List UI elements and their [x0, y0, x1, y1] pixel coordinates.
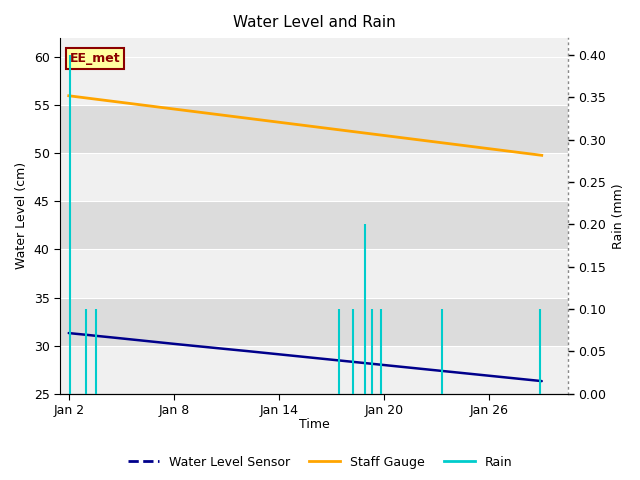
- Bar: [60, 346, 568, 394]
- Bar: [60, 154, 568, 202]
- Bar: [60, 106, 568, 154]
- Y-axis label: Rain (mm): Rain (mm): [612, 183, 625, 249]
- Legend: Water Level Sensor, Staff Gauge, Rain: Water Level Sensor, Staff Gauge, Rain: [123, 451, 517, 474]
- Y-axis label: Water Level (cm): Water Level (cm): [15, 162, 28, 269]
- Bar: [60, 57, 568, 106]
- Bar: [60, 298, 568, 346]
- Bar: [60, 250, 568, 298]
- Title: Water Level and Rain: Water Level and Rain: [232, 15, 396, 30]
- X-axis label: Time: Time: [299, 419, 330, 432]
- Text: EE_met: EE_met: [70, 52, 120, 65]
- Bar: [60, 202, 568, 250]
